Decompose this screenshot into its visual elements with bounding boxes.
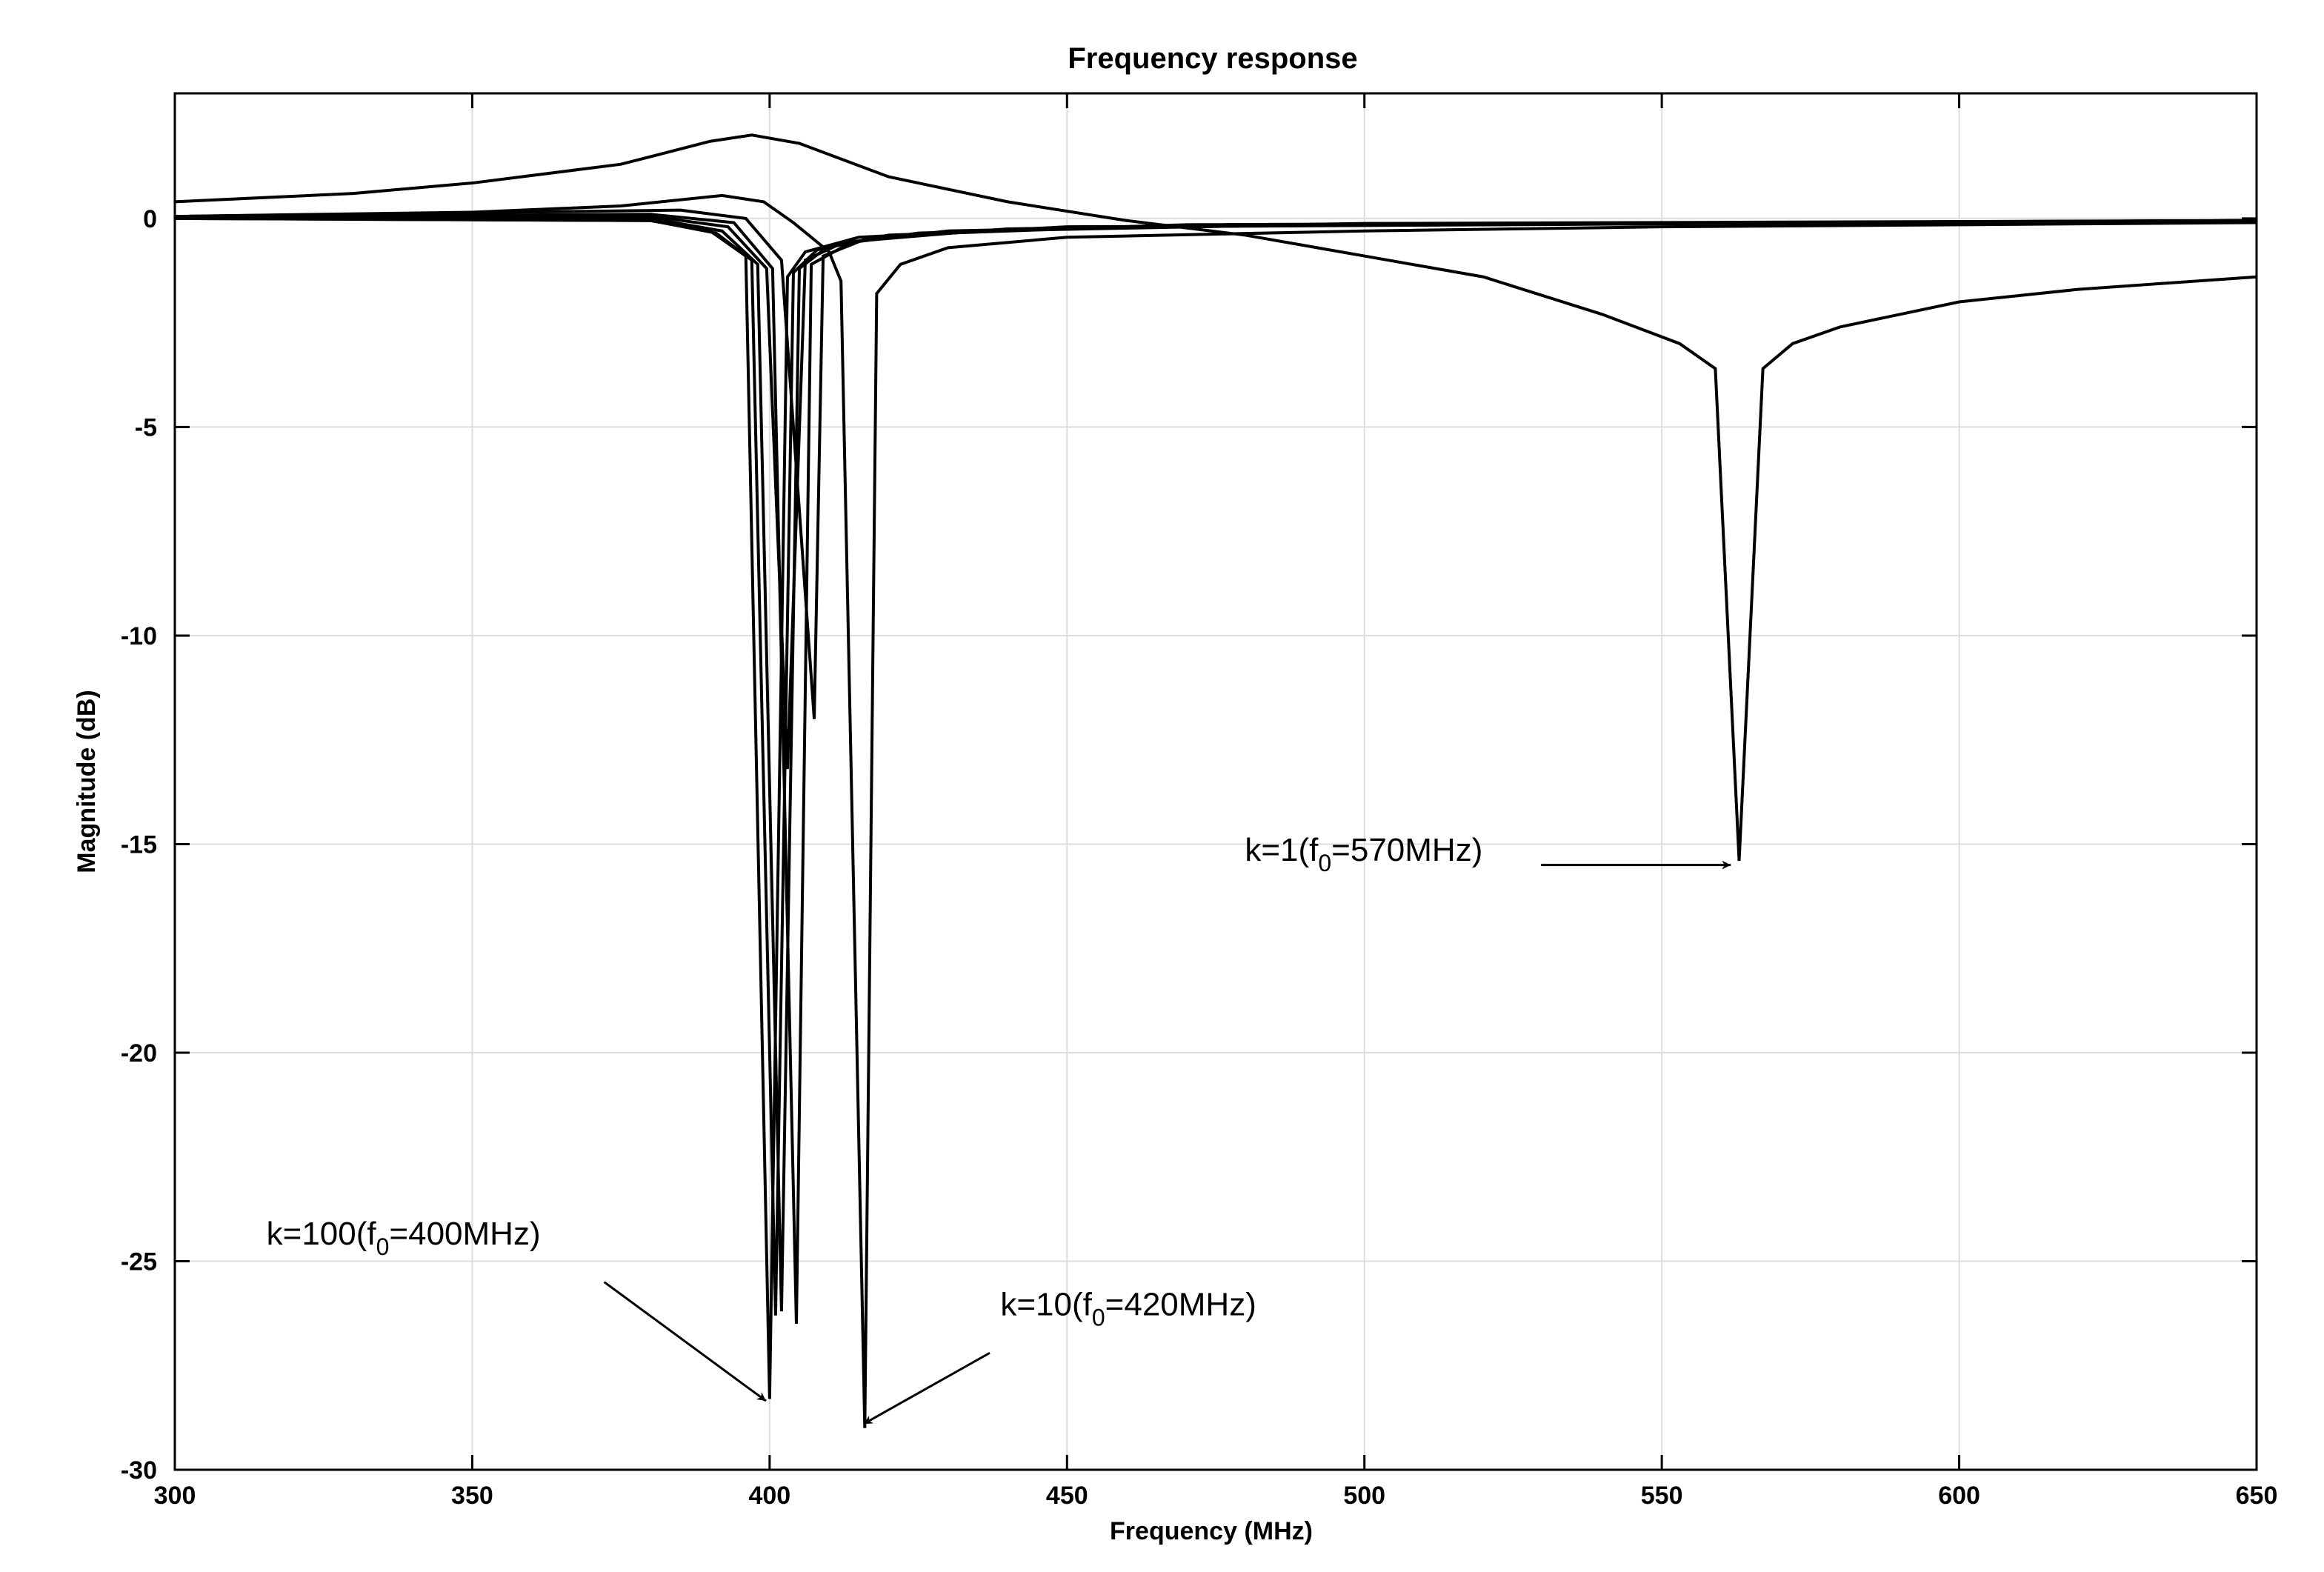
annotation-label: k=1(f0=570MHz) — [1245, 832, 1482, 876]
y-axis-label: Magnitude (dB) — [73, 690, 101, 873]
y-tick-label: -15 — [121, 830, 157, 859]
x-axis-label: Frequency (MHz) — [1110, 1517, 1313, 1545]
x-tick-label: 500 — [1343, 1482, 1385, 1510]
plot-frame — [173, 92, 2258, 1471]
annotation-label: k=10(f0=420MHz) — [1000, 1287, 1256, 1331]
series-line-1 — [174, 193, 2257, 1428]
x-tick-label: 550 — [1641, 1482, 1683, 1510]
series-line-3 — [174, 216, 2257, 1316]
series-lines — [174, 133, 2257, 1428]
x-tick-label: 350 — [451, 1482, 493, 1510]
x-tick-label: 450 — [1046, 1482, 1088, 1510]
ticks: 300 350 400 450 500 550 600 650 0 -5 -10 -15 -20 -25 -… — [121, 93, 2278, 1510]
y-tick-label: 0 — [143, 205, 157, 233]
annotation-arrow — [862, 1352, 990, 1425]
y-tick-label: -25 — [121, 1248, 157, 1276]
x-tick-label: 600 — [1938, 1482, 1980, 1510]
series-line-6 — [174, 213, 2257, 1324]
series-line-5 — [174, 215, 2257, 770]
annotation-arrow — [603, 1281, 767, 1402]
y-tick-label: -5 — [135, 413, 157, 442]
annotation-label: k=100(f0=400MHz) — [267, 1216, 541, 1260]
grid — [174, 93, 2257, 1471]
x-tick-label: 400 — [748, 1482, 790, 1510]
series-line-0 — [174, 133, 2257, 862]
chart-title: Frequency response — [1068, 42, 1357, 75]
series-line-4 — [174, 216, 2257, 1312]
y-tick-label: -10 — [121, 622, 157, 650]
y-tick-label: -20 — [121, 1039, 157, 1068]
x-tick-label: 650 — [2236, 1482, 2278, 1510]
annotations: k=100(f0=400MHz) k=10(f0=420MHz) k=1(f0=57… — [267, 832, 1731, 1425]
y-tick-label: -30 — [121, 1456, 157, 1485]
x-tick-label: 300 — [154, 1482, 196, 1510]
series-line-7 — [174, 208, 2257, 719]
